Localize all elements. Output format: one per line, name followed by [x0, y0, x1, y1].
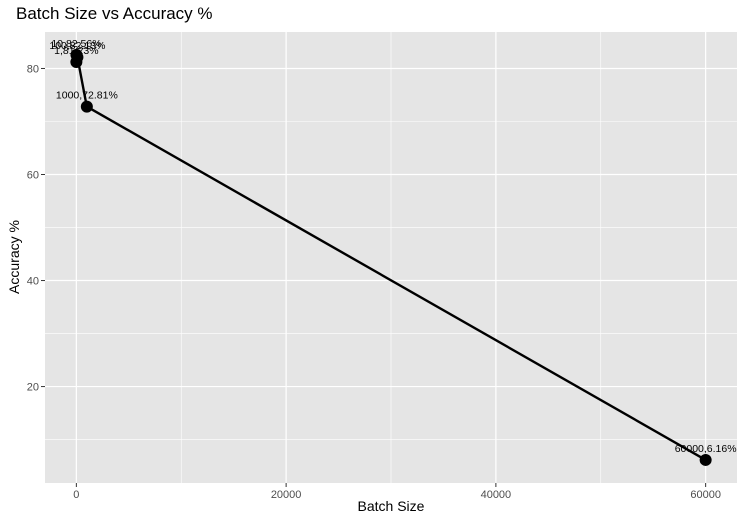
- x-axis-title: Batch Size: [358, 498, 425, 514]
- data-label: 10,82.56%: [51, 38, 101, 50]
- chart-title: Batch Size vs Accuracy %: [16, 4, 213, 23]
- major-gridlines: [45, 32, 737, 483]
- data-labels: 1,81.23%10,82.56%100,82.13% 1000,72.81% 60…: [49, 38, 736, 455]
- data-point: [71, 51, 84, 64]
- minor-gridlines: [45, 32, 737, 483]
- data-label: 1000,72.81%: [56, 90, 118, 102]
- axis-ticks: [41, 67, 707, 487]
- data-points: [70, 48, 712, 466]
- x-tick-label: 0: [73, 489, 79, 501]
- data-point: [699, 453, 712, 466]
- tick-labels: 0 20000 40000 60000 20 40 60 80: [27, 63, 721, 501]
- y-tick-label: 60: [27, 170, 39, 182]
- y-tick-label: 40: [27, 276, 39, 288]
- x-tick-label: 20000: [271, 489, 302, 501]
- y-tick-label: 20: [27, 382, 39, 394]
- data-label: 60000,6.16%: [675, 443, 737, 455]
- data-point: [80, 100, 93, 113]
- data-label: 1,81.23%: [54, 45, 98, 57]
- y-tick-label: 80: [27, 63, 39, 75]
- y-axis-title: Accuracy %: [6, 220, 22, 294]
- x-tick-label: 60000: [690, 489, 721, 501]
- x-tick-label: 40000: [481, 489, 512, 501]
- data-label: 100,82.13%: [49, 40, 105, 52]
